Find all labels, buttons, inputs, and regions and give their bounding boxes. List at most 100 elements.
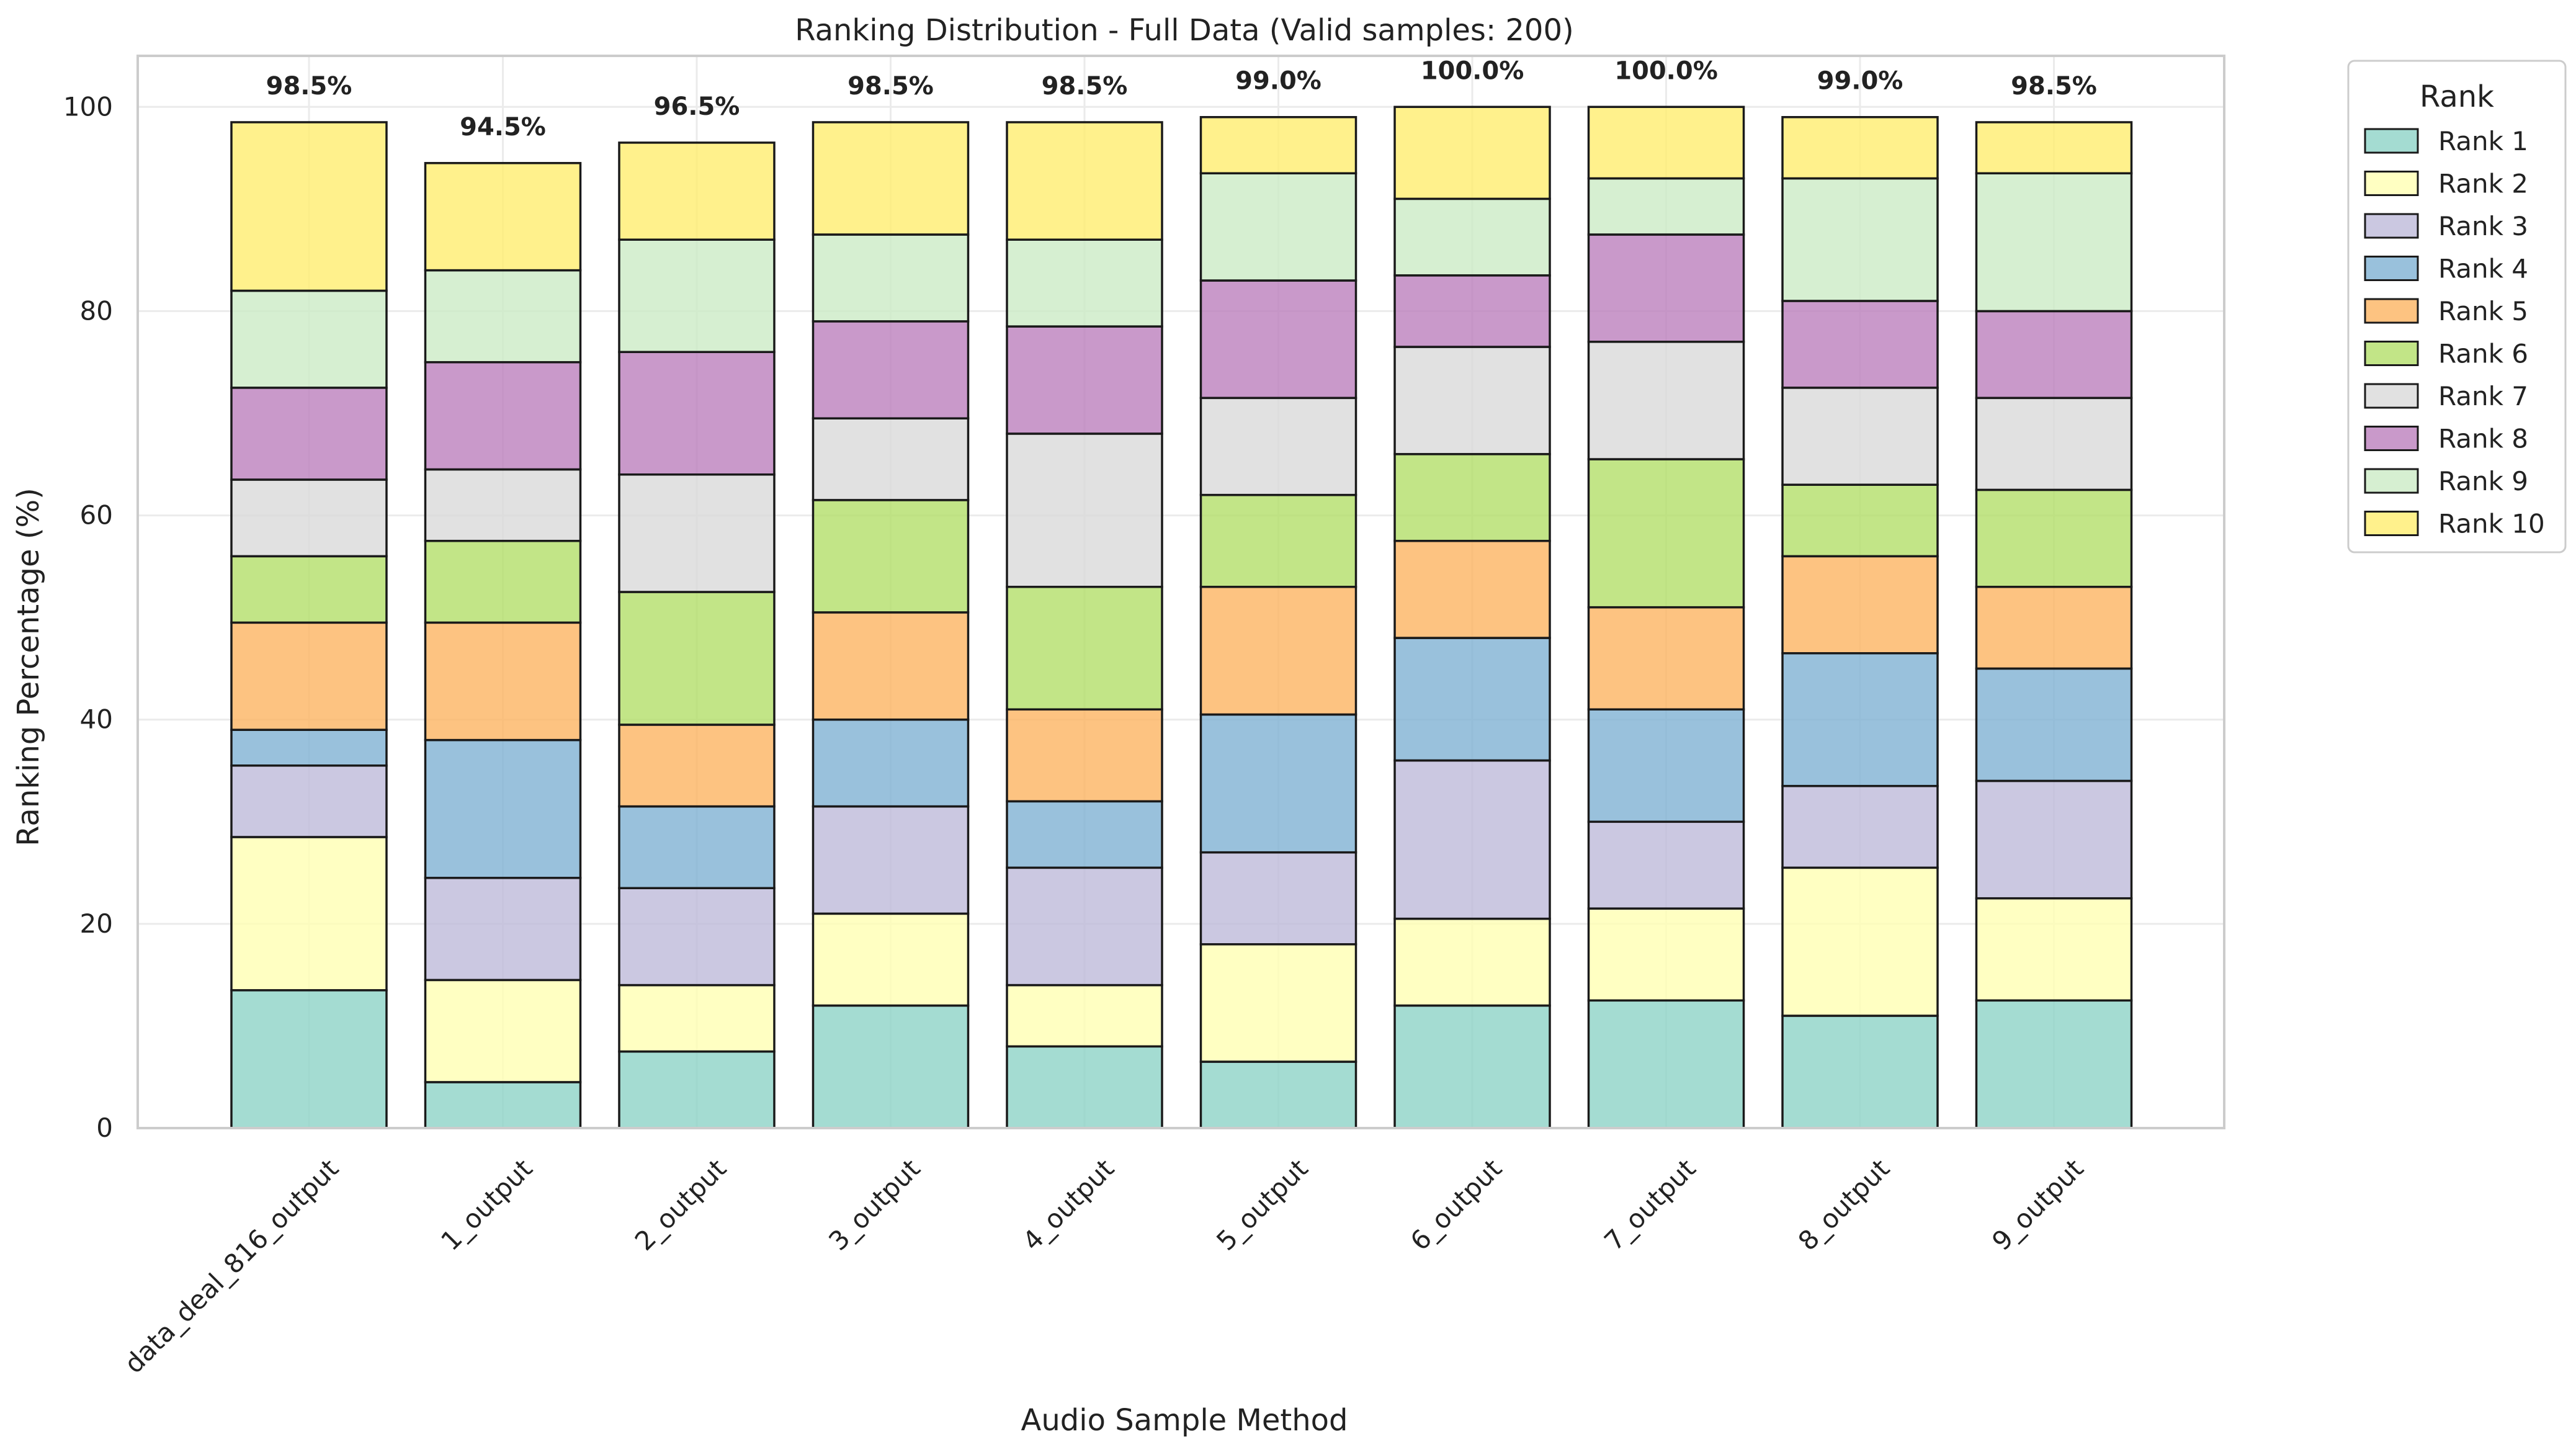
bar-segment-rank-10	[1393, 105, 1551, 200]
bar-segment-rank-8	[1199, 279, 1357, 400]
x-axis-ticks: data_deal_816_output 1_output 2_output 3_ou…	[119, 1153, 2090, 1379]
x-tick-label: 4_output	[1017, 1153, 1120, 1256]
bar-segment-rank-10	[812, 121, 970, 236]
legend-items: Rank 1 Rank 2 Rank 3 Rank 4 Rank 5 Rank 6 Rank…	[2364, 126, 2545, 539]
bar-segment-rank-7	[1393, 346, 1551, 455]
y-tick-label: 100	[63, 91, 113, 122]
y-tick-label: 0	[96, 1113, 113, 1143]
bars	[230, 105, 2133, 1129]
bar-segment-rank-3	[1781, 784, 1939, 869]
bar-segment-rank-4	[618, 805, 776, 890]
bar-segment-rank-10	[1587, 105, 1745, 180]
bar-segment-rank-4	[230, 728, 388, 767]
bar-segment-rank-5	[424, 621, 582, 742]
bar-segment-rank-8	[1975, 310, 2133, 400]
bar-segment-rank-3	[1393, 759, 1551, 920]
y-tick-label: 60	[80, 500, 113, 531]
bar-segment-rank-6	[424, 539, 582, 624]
bar-segment-rank-3	[1006, 866, 1163, 987]
bar-segment-rank-8	[424, 361, 582, 471]
y-tick-label: 40	[80, 704, 113, 735]
bar-segment-rank-2	[1393, 917, 1551, 1007]
legend-label: Rank 10	[2438, 509, 2545, 539]
y-tick-label: 80	[80, 295, 113, 326]
bar-segment-rank-1	[812, 1004, 970, 1129]
bar-segment-rank-6	[1393, 453, 1551, 542]
x-axis-label: Audio Sample Method	[1021, 1403, 1348, 1438]
bar-segment-rank-10	[1006, 121, 1163, 241]
bar-segment-rank-7	[1587, 341, 1745, 460]
bar-segment-rank-4	[812, 718, 970, 808]
bar-segment-rank-2	[1781, 866, 1939, 1017]
bar-segment-rank-6	[1199, 493, 1357, 588]
bar-segment-rank-8	[1006, 325, 1163, 435]
bar-segment-rank-5	[1587, 606, 1745, 711]
bar-segment-rank-3	[618, 887, 776, 987]
bar-segment-rank-10	[618, 141, 776, 241]
bar-segment-rank-10	[1781, 115, 1939, 180]
bar-segment-rank-4	[1199, 713, 1357, 854]
legend-title: Rank	[2420, 79, 2494, 114]
bar-segment-rank-10	[1975, 121, 2133, 175]
legend-swatch	[2364, 171, 2419, 196]
legend-swatch	[2364, 341, 2419, 366]
x-tick-label: 6_output	[1405, 1153, 1508, 1256]
bar-segment-rank-7	[230, 478, 388, 558]
plot-frame	[136, 55, 2225, 1129]
bar-segment-rank-6	[1975, 488, 2133, 588]
bar-segment-rank-1	[1587, 999, 1745, 1129]
bar-total-label: 94.5%	[460, 113, 546, 141]
bar-segment-rank-7	[1199, 397, 1357, 496]
bar-segment-rank-8	[1781, 300, 1939, 389]
legend-swatch	[2364, 256, 2419, 281]
bar-segment-rank-9	[1975, 172, 2133, 313]
bar-segment-rank-1	[1975, 999, 2133, 1129]
bar-total-label: 99.0%	[1817, 67, 1903, 96]
bar-segment-rank-3	[812, 805, 970, 915]
bar-total-label: 98.5%	[847, 72, 934, 101]
bar-segment-rank-5	[812, 611, 970, 721]
legend-label: Rank 2	[2438, 169, 2528, 199]
bar-segment-rank-3	[1587, 820, 1745, 910]
x-tick-label: data_deal_816_output	[119, 1153, 344, 1379]
bar-segment-rank-6	[812, 499, 970, 614]
legend-swatch	[2364, 468, 2419, 494]
legend-swatch	[2364, 298, 2419, 324]
bar-segment-rank-1	[230, 989, 388, 1129]
bar-segment-rank-8	[1393, 274, 1551, 348]
bar-segment-rank-3	[230, 764, 388, 838]
bar-segment-rank-2	[1975, 897, 2133, 1002]
y-tick-label: 20	[80, 908, 113, 939]
bar-segment-rank-9	[618, 238, 776, 354]
legend-label: Rank 3	[2438, 211, 2528, 241]
bar-segment-rank-4	[1393, 637, 1551, 762]
legend-swatch	[2364, 426, 2419, 451]
legend-swatch	[2364, 128, 2419, 154]
legend-label: Rank 7	[2438, 381, 2528, 411]
bar-segment-rank-2	[1006, 984, 1163, 1048]
bar-segment-rank-6	[1006, 586, 1163, 711]
bar-segment-rank-3	[1199, 851, 1357, 946]
legend-swatch	[2364, 213, 2419, 239]
chart-title: Ranking Distribution - Full Data (Valid …	[795, 13, 1573, 48]
y-axis-ticks: 0 20 40 60 80 100	[63, 91, 113, 1143]
x-tick-label: 5_output	[1210, 1153, 1313, 1256]
bar-segment-rank-10	[230, 121, 388, 292]
bar-total-label: 100.0%	[1421, 56, 1524, 85]
x-tick-label: 7_output	[1598, 1153, 1701, 1256]
bar-segment-rank-7	[812, 417, 970, 501]
bar-segment-rank-6	[230, 555, 388, 624]
bar-segment-rank-4	[1006, 800, 1163, 869]
bar-segment-rank-4	[1975, 667, 2133, 782]
bar-segment-rank-9	[812, 233, 970, 323]
bar-segment-rank-8	[812, 320, 970, 419]
bar-total-labels: 98.5% 94.5% 96.5% 98.5% 98.5% 99.0% 100.0% 100.…	[266, 56, 2097, 141]
bar-segment-rank-10	[1199, 115, 1357, 175]
bar-segment-rank-5	[230, 621, 388, 731]
bar-segment-rank-2	[618, 984, 776, 1053]
bar-segment-rank-6	[1587, 458, 1745, 609]
bar-total-label: 98.5%	[2011, 72, 2097, 101]
bar-segment-rank-9	[1587, 177, 1745, 236]
bar-segment-rank-1	[1393, 1004, 1551, 1129]
bar-segment-rank-1	[1199, 1060, 1357, 1129]
